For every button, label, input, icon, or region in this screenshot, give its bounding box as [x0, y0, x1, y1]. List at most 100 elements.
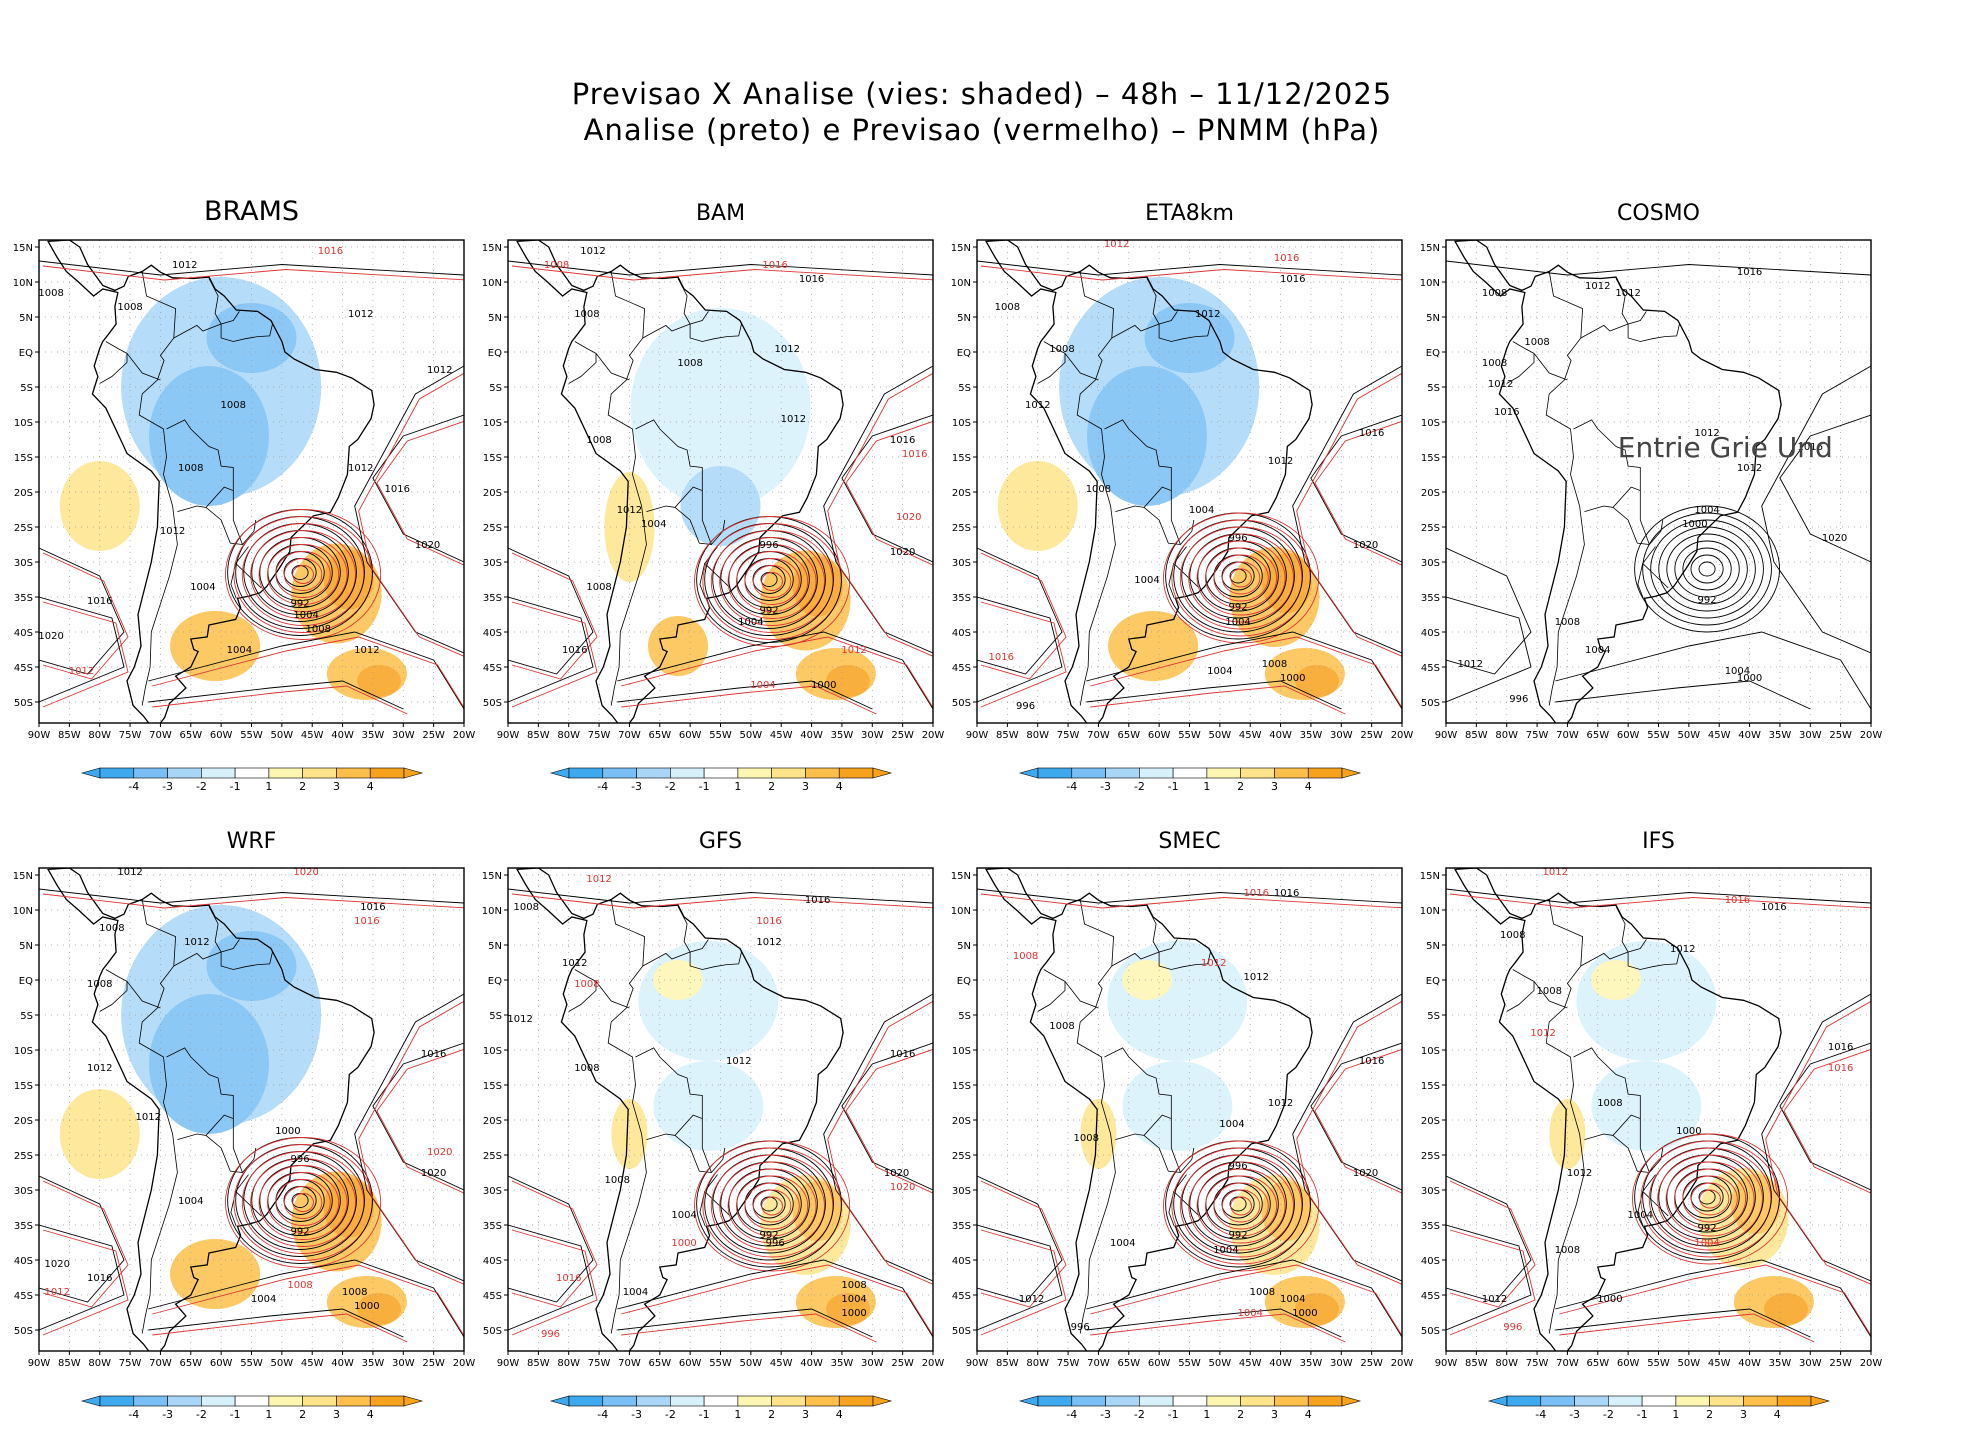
- forecast-isobar: [152, 1264, 464, 1337]
- contour-label: 1012: [87, 1063, 112, 1074]
- forecast-isobar: [511, 265, 933, 281]
- forecast-isobar: [358, 372, 464, 657]
- country-border: [173, 951, 222, 967]
- forecast-isobar: [511, 552, 598, 680]
- analysis-isobar: [617, 1308, 873, 1338]
- forecast-isobar: [511, 893, 933, 909]
- map-area: 1012 1016 1016 1008 1012 1012 1008 1012 1008 1012…: [508, 868, 933, 1351]
- colorbar-segment: [201, 767, 236, 779]
- country-border: [208, 278, 240, 325]
- lon-label: 90W: [497, 1358, 520, 1369]
- panel-title: WRF: [227, 829, 277, 854]
- axis-labels: 15N 10N 5N EQ 5S 10S 15S 20S 25S 30S 35S 40S 45S 50S 9…: [482, 243, 945, 741]
- country-border: [689, 322, 743, 342]
- lat-label: 40S: [952, 628, 971, 639]
- forecast-isobar: [1674, 1168, 1747, 1230]
- colorbar-segment: [268, 1395, 303, 1407]
- colorbar-segment: [1105, 1395, 1140, 1407]
- contour-label: 1016: [1359, 1056, 1384, 1067]
- contour-label: 1012: [1567, 1168, 1592, 1179]
- lat-label: 20S: [483, 488, 502, 499]
- lat-label: 15N: [1420, 871, 1440, 882]
- lat-label: 15N: [951, 871, 971, 882]
- colorbar-tick-label: -4: [128, 1408, 139, 1421]
- lat-label: 45S: [952, 1291, 971, 1302]
- colorbar-segment: [1506, 1395, 1542, 1407]
- lat-label: 5N: [19, 313, 33, 324]
- lat-label: 30S: [1421, 558, 1440, 569]
- lat-label: 20S: [1421, 488, 1440, 499]
- axis-labels: 15N 10N 5N EQ 5S 10S 15S 20S 25S 30S 35S 40S 45S 50S 9…: [951, 871, 1414, 1369]
- cyclone-center-label: 992: [291, 599, 310, 610]
- lat-label: 5S: [489, 1011, 502, 1022]
- colorbar-segment: [1037, 1395, 1073, 1407]
- analysis-isobar: [1690, 554, 1724, 584]
- lat-label: 10N: [13, 278, 33, 289]
- colorbar-segment: [1172, 767, 1208, 779]
- colorbar-tick-label: -3: [631, 1408, 642, 1421]
- contour-label: 1004: [641, 519, 666, 530]
- lon-label: 25W: [891, 1358, 914, 1369]
- contour-label: 1016: [562, 645, 587, 656]
- contour-label: 1008: [841, 1280, 866, 1291]
- lon-label: 65W: [1117, 1358, 1140, 1369]
- figure-title-line-1: Previsao X Analise (vies: shaded) – 48h …: [571, 77, 1393, 111]
- axis-labels: 15N 10N 5N EQ 5S 10S 15S 20S 25S 30S 35S 40S 45S 50S 9…: [13, 871, 476, 1369]
- lon-label: 20W: [453, 1358, 476, 1369]
- colorbar-tick-label: -1: [1637, 1408, 1648, 1421]
- figure-title: Previsao X Analise (vies: shaded) – 48h …: [0, 76, 1964, 148]
- lon-label: 75W: [588, 730, 611, 741]
- colorbar-segment: [336, 767, 371, 779]
- contour-label: 1012: [1458, 659, 1483, 670]
- country-border: [595, 353, 630, 381]
- lon-label: 30W: [1330, 730, 1353, 741]
- lon-label: 45W: [770, 730, 793, 741]
- contour-label: 1016: [1359, 428, 1384, 439]
- lon-label: 45W: [301, 730, 324, 741]
- colorbar-segment: [336, 1395, 371, 1407]
- coastline: [985, 868, 1313, 1351]
- colorbar-segment: [268, 767, 303, 779]
- lat-label: EQ: [488, 348, 502, 359]
- forecast-isobar: [1449, 1180, 1536, 1308]
- lon-label: 55W: [1178, 1358, 1201, 1369]
- contour-label: 1008: [99, 923, 124, 934]
- contour-label: 1004: [1585, 645, 1610, 656]
- forecast-isobar: [1699, 1189, 1721, 1209]
- lon-label: 45W: [301, 1358, 324, 1369]
- contour-label: 1020: [1822, 533, 1847, 544]
- contour-label: 1012: [841, 645, 866, 656]
- forecast-isobar: [621, 636, 933, 709]
- lat-label: 15N: [13, 243, 33, 254]
- colorbar-segment: [1105, 767, 1140, 779]
- forecast-isobar: [1314, 1048, 1402, 1194]
- contour-label: 996: [1229, 1161, 1248, 1172]
- lat-label: 25S: [952, 523, 971, 534]
- analysis-isobar: [1761, 365, 1871, 654]
- forecast-isobar: [1296, 372, 1402, 657]
- colorbar-tick-label: 3: [333, 780, 340, 793]
- lon-label: 45W: [1708, 1358, 1731, 1369]
- lon-label: 40W: [800, 1358, 823, 1369]
- lon-label: 50W: [1209, 730, 1232, 741]
- lon-label: 75W: [1526, 1358, 1549, 1369]
- colorbar-segment: [1240, 1395, 1275, 1407]
- analysis-isobar: [1674, 540, 1740, 598]
- lat-label: 5N: [957, 941, 971, 952]
- colorbar-segment: [805, 1395, 840, 1407]
- lon-label: 20W: [1391, 1358, 1414, 1369]
- contour-label: 1004: [1628, 1210, 1653, 1221]
- analysis-isobar: [148, 631, 464, 710]
- colorbar-segment: [838, 767, 874, 779]
- colorbar-tick-label: -4: [1066, 780, 1077, 793]
- forecast-isobar: [719, 537, 825, 626]
- colorbar-arrow-low: [1018, 1395, 1039, 1407]
- forecast-isobar: [1205, 1175, 1278, 1237]
- lat-label: 10N: [13, 906, 33, 917]
- contour-label: 1000: [1676, 1126, 1701, 1137]
- forecast-isobar: [1179, 526, 1303, 630]
- cyclone-center-label: 992: [1229, 602, 1248, 613]
- forecast-isobar: [42, 265, 464, 281]
- colorbar-tick-label: 1: [734, 1408, 741, 1421]
